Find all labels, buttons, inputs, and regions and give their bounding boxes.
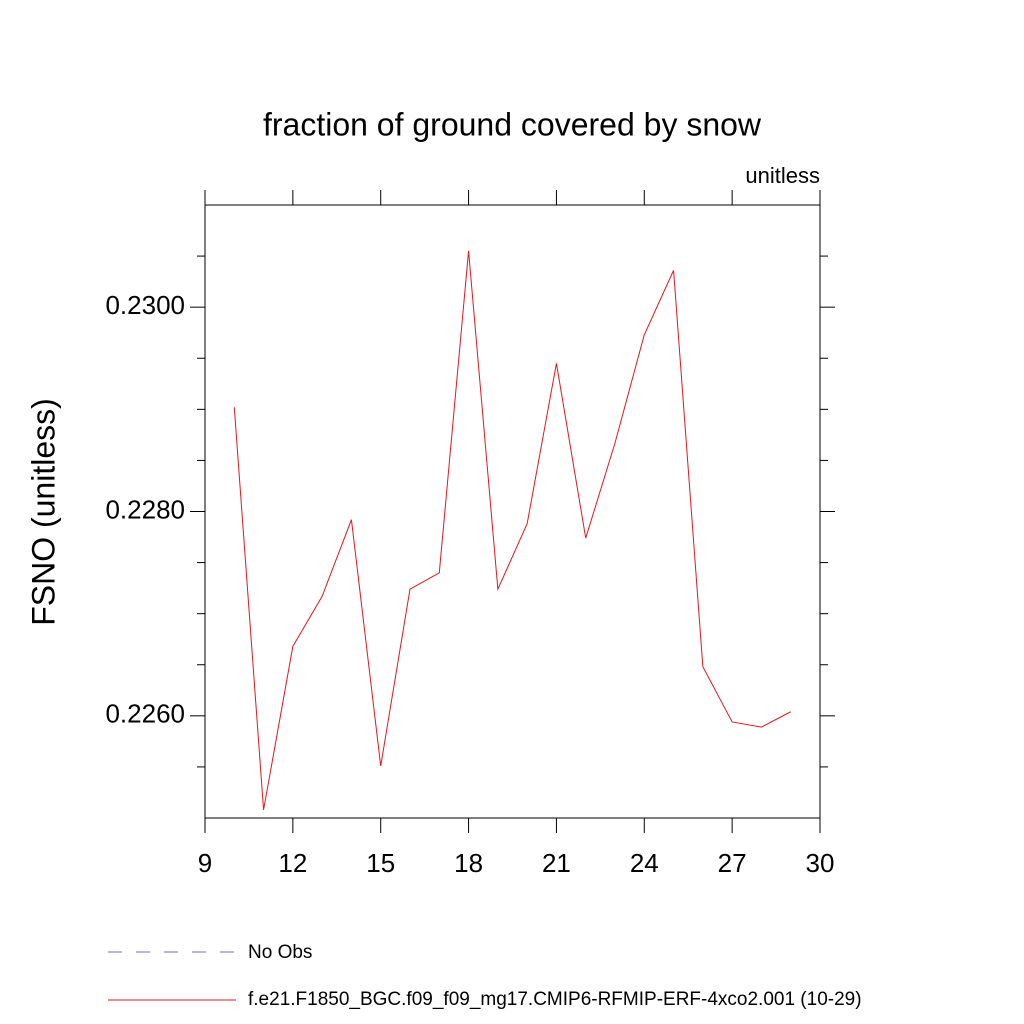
chart-title: fraction of ground covered by snow (263, 106, 762, 142)
plot-frame (204, 204, 821, 819)
y-tick-label: 0.2280 (105, 494, 185, 524)
y-tick-label: 0.2260 (105, 699, 185, 729)
x-tick-label: 15 (366, 848, 395, 878)
data-line (233, 250, 791, 810)
legend-label: f.e21.F1850_BGC.f09_f09_mg17.CMIP6-RFMIP… (248, 989, 862, 1010)
x-tick-label: 18 (454, 848, 483, 878)
chart-subtitle: unitless (745, 163, 820, 188)
x-tick-label: 30 (806, 848, 835, 878)
legend-label: No Obs (248, 942, 312, 963)
x-tick-label: 27 (718, 848, 747, 878)
y-tick-label: 0.2300 (105, 290, 185, 320)
x-tick-label: 9 (198, 848, 212, 878)
x-tick-label: 12 (278, 848, 307, 878)
x-tick-label: 24 (630, 848, 659, 878)
y-axis-label: FSNO (unitless) (25, 398, 61, 626)
x-tick-label: 21 (542, 848, 571, 878)
